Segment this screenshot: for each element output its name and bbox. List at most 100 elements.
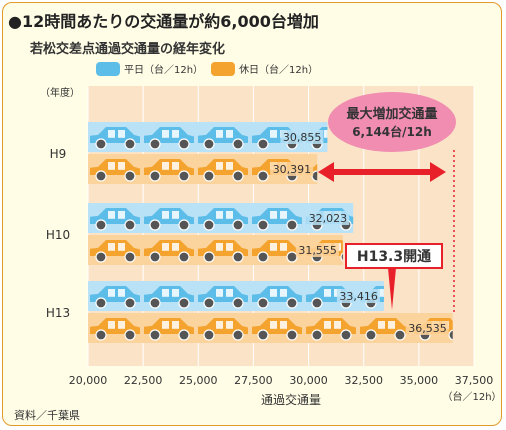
car-pattern [90, 208, 354, 231]
car-wheel [257, 297, 269, 309]
car-wheel [203, 297, 215, 309]
legend-holiday: 休日（台／12h） [211, 61, 318, 76]
car-window [108, 289, 115, 297]
increase-arrow-right-head [430, 162, 446, 182]
car-wheel [311, 297, 323, 309]
car-window [162, 321, 169, 329]
value-label-bg [295, 243, 339, 257]
car-wheel [178, 251, 190, 263]
car-wheel [257, 138, 269, 150]
car-wheel [232, 297, 244, 309]
car-wheel [95, 251, 107, 263]
car-window [280, 321, 287, 329]
car-wheel [124, 297, 136, 309]
car-window [270, 243, 277, 251]
car-pattern [90, 286, 384, 309]
car-wheel [232, 170, 244, 182]
car-window [172, 211, 179, 219]
car-window [226, 289, 233, 297]
car-wheel [257, 251, 269, 263]
bar-weekday-H13 [88, 281, 384, 311]
value-label-holiday-H13: 36,535 [408, 322, 447, 335]
car-window [226, 211, 233, 219]
car-window [118, 243, 125, 251]
bar-weekday-H9 [88, 122, 328, 152]
car-wheel [257, 329, 269, 341]
car-wheel [232, 219, 244, 231]
value-label-weekday-H13: 33,416 [339, 290, 378, 303]
car-window [118, 321, 125, 329]
car-window [216, 243, 223, 251]
car-window [118, 211, 125, 219]
car-wheel [203, 138, 215, 150]
max-increase-title: 最大増加交通量 [346, 106, 437, 122]
car-window [172, 130, 179, 138]
car-wheel [178, 297, 190, 309]
car-window [162, 162, 169, 170]
car-window [118, 130, 125, 138]
car-wheel [203, 170, 215, 182]
car-wheel [95, 329, 107, 341]
car-window [172, 243, 179, 251]
value-label-bg [280, 130, 324, 144]
car-wheel [149, 297, 161, 309]
car-wheel [178, 138, 190, 150]
car-wheel [178, 170, 190, 182]
car-wheel [124, 251, 136, 263]
car-wheel [340, 329, 352, 341]
car-wheel [95, 297, 107, 309]
source-note: 資料／千葉県 [14, 409, 80, 422]
x-tick-35,000: 35,000 [400, 374, 439, 387]
car-wheel [149, 329, 161, 341]
category-label-H10: H10 [46, 228, 70, 242]
car-wheel [203, 251, 215, 263]
y-axis-label: （年度） [40, 86, 80, 99]
car-window [216, 211, 223, 219]
car-wheel [124, 329, 136, 341]
car-window [162, 289, 169, 297]
category-label-H9: H9 [50, 147, 67, 161]
car-wheel [232, 251, 244, 263]
x-axis-unit: （台／12h） [442, 390, 501, 403]
car-wheel [178, 329, 190, 341]
value-label-bg [306, 211, 350, 225]
chart-legend: 平日（台／12h） 休日（台／12h） [96, 61, 318, 76]
car-window [172, 289, 179, 297]
car-window [162, 130, 169, 138]
car-wheel [286, 219, 298, 231]
car-window [108, 243, 115, 251]
car-wheel [394, 329, 406, 341]
car-window [226, 162, 233, 170]
car-wheel [365, 329, 377, 341]
x-tick-25,000: 25,000 [179, 374, 218, 387]
car-wheel [178, 219, 190, 231]
car-window [108, 130, 115, 138]
car-wheel [286, 297, 298, 309]
value-label-weekday-H10: 32,023 [309, 212, 348, 225]
car-wheel [149, 138, 161, 150]
car-window [334, 321, 341, 329]
car-wheel [203, 329, 215, 341]
x-axis-label: 通過交通量 [261, 392, 321, 407]
car-wheel [448, 329, 453, 341]
bar-holiday-H9 [88, 154, 318, 184]
car-window [270, 289, 277, 297]
car-window [216, 162, 223, 170]
category-label-H13: H13 [46, 306, 70, 320]
car-window [172, 321, 179, 329]
bar-holiday-H13 [88, 313, 453, 343]
car-window [270, 321, 277, 329]
car-window [216, 321, 223, 329]
legend-weekday: 平日（台／12h） [96, 61, 203, 76]
car-window [172, 162, 179, 170]
car-window [378, 289, 384, 297]
car-wheel [149, 251, 161, 263]
car-wheel [124, 170, 136, 182]
legend-holiday-swatch [211, 61, 236, 76]
car-window [226, 243, 233, 251]
chart-subtitle: 若松交差点通過交通量の経年変化 [30, 42, 226, 57]
x-tick-22,500: 22,500 [124, 374, 163, 387]
value-label-bg [270, 162, 314, 176]
car-wheel [340, 252, 343, 262]
legend-holiday-label: 休日（台／12h） [239, 65, 319, 76]
